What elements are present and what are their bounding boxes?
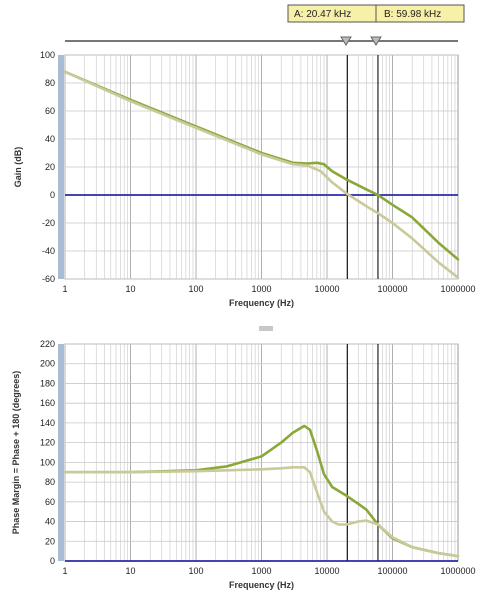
cursor-b-readout-box	[375, 4, 465, 23]
x-axis-title: Frequency (Hz)	[229, 298, 294, 308]
x-tick-label: 1	[62, 284, 67, 294]
y-tick-label: 140	[40, 418, 55, 428]
x-tick-label: 100000	[377, 566, 407, 576]
x-tick-label: 100	[188, 566, 203, 576]
y-tick-label: 60	[45, 106, 55, 116]
cursor-a-handle[interactable]	[340, 36, 352, 46]
x-tick-label: 1	[62, 566, 67, 576]
y-tick-label: 40	[45, 134, 55, 144]
cursor-a-readout: A: 20.47 kHz	[287, 4, 377, 23]
y-tick-label: 60	[45, 497, 55, 507]
y-tick-label: 120	[40, 438, 55, 448]
x-tick-label: 10000	[314, 284, 339, 294]
panel-splitter-handle[interactable]	[259, 326, 273, 331]
y-tick-label: 100	[40, 50, 55, 60]
y-tick-label: -20	[42, 218, 55, 228]
y-tick-label: 20	[45, 162, 55, 172]
axis-strip	[58, 55, 64, 279]
y-tick-label: -40	[42, 246, 55, 256]
y-tick-label: 100	[40, 457, 55, 467]
y-tick-label: 80	[45, 78, 55, 88]
x-tick-label: 1000000	[440, 566, 475, 576]
x-tick-label: 10	[125, 284, 135, 294]
y-tick-label: 20	[45, 536, 55, 546]
y-tick-label: 180	[40, 378, 55, 388]
series-line-2	[63, 70, 460, 279]
x-tick-label: 1000	[251, 566, 271, 576]
y-axis-title: Phase Margin = Phase + 180 (degrees)	[11, 371, 21, 535]
cursor-b-handle[interactable]	[370, 36, 382, 46]
x-tick-label: 100000	[377, 284, 407, 294]
cursor-a-readout-text: A: 20.47 kHz	[294, 9, 351, 20]
y-tick-label: 0	[50, 190, 55, 200]
y-tick-label: 0	[50, 556, 55, 566]
y-tick-label: 220	[40, 339, 55, 349]
y-tick-label: -60	[42, 274, 55, 284]
y-tick-label: 200	[40, 359, 55, 369]
y-tick-label: 40	[45, 517, 55, 527]
y-tick-label: 80	[45, 477, 55, 487]
axis-strip	[58, 344, 64, 561]
y-axis-title: Gain (dB)	[13, 147, 23, 188]
x-tick-label: 1000	[251, 284, 271, 294]
cursor-b-readout: B: 59.98 kHz	[375, 4, 465, 23]
x-tick-label: 10	[125, 566, 135, 576]
x-axis-title: Frequency (Hz)	[229, 580, 294, 590]
x-tick-label: 10000	[314, 566, 339, 576]
phase-margin-chart: 1 10 100 1000 10000 100000 1000000220200180160…	[11, 339, 476, 590]
x-tick-label: 100	[188, 284, 203, 294]
gain-chart: 1 10 100 1000 10000 100000 1000000 100 80 60 40 20 0…	[13, 50, 476, 308]
cursor-b-readout-text: B: 59.98 kHz	[384, 9, 441, 20]
x-tick-label: 1000000	[440, 284, 475, 294]
y-tick-label: 160	[40, 398, 55, 408]
series-line-2	[63, 466, 460, 558]
